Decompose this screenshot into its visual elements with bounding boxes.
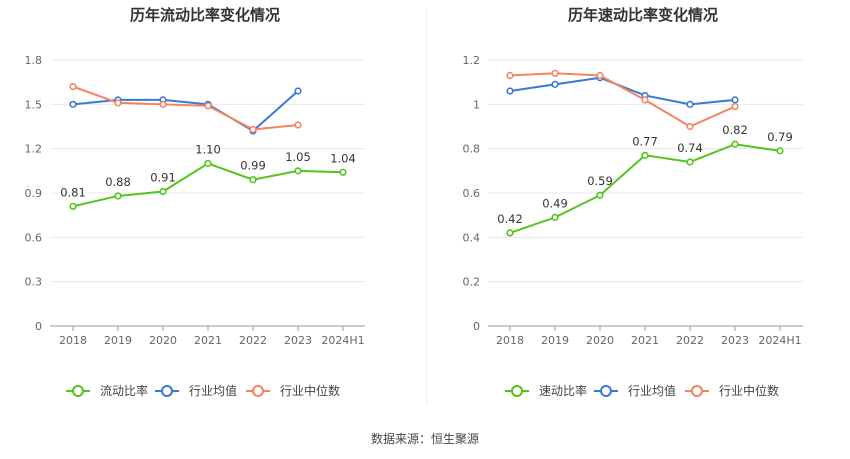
data-label: 0.91 xyxy=(150,171,176,185)
legend-swatch-marker xyxy=(511,385,523,397)
x-tick-label: 2018 xyxy=(59,334,87,347)
x-tick-label: 2022 xyxy=(676,334,704,347)
data-point xyxy=(506,229,514,237)
data-point xyxy=(641,151,649,159)
data-label: 1.10 xyxy=(195,142,221,156)
x-tick-label: 2021 xyxy=(631,334,659,347)
data-point xyxy=(596,191,604,199)
x-tick-label: 2024H1 xyxy=(321,334,364,347)
x-tick-label: 2018 xyxy=(496,334,524,347)
y-tick-label: 1.8 xyxy=(25,54,43,67)
x-tick-label: 2019 xyxy=(104,334,132,347)
y-tick-label: 0 xyxy=(473,320,480,333)
y-tick-label: 1.5 xyxy=(25,98,43,111)
data-label: 0.74 xyxy=(677,141,703,155)
data-point xyxy=(294,87,302,95)
quick-ratio-chart: 历年速动比率变化情况 0 0.2 0.4 0.6 0.8 1 1.2 2018 2019 2020… xyxy=(463,6,803,398)
legend-swatch-marker xyxy=(691,385,703,397)
y-tick-label: 0.6 xyxy=(463,187,481,200)
data-point xyxy=(641,96,649,104)
legend-swatch-marker xyxy=(600,385,612,397)
x-tick-label: 2023 xyxy=(721,334,749,347)
y-tick-label: 1.2 xyxy=(25,143,43,156)
x-tick-label: 2021 xyxy=(194,334,222,347)
data-label: 0.82 xyxy=(722,123,748,137)
series-line xyxy=(72,90,299,133)
legend-label: 行业均值 xyxy=(628,383,676,398)
legend-swatch-marker xyxy=(252,385,264,397)
chart-title: 历年流动比率变化情况 xyxy=(130,6,280,24)
y-tick-label: 0.8 xyxy=(463,143,481,156)
y-tick-label: 0.3 xyxy=(25,276,43,289)
y-tick-label: 0.4 xyxy=(463,231,481,244)
legend-label: 行业中位数 xyxy=(719,383,779,398)
data-point xyxy=(339,168,347,176)
legend-label: 行业中位数 xyxy=(280,383,340,398)
series-line xyxy=(509,76,736,106)
data-point xyxy=(294,121,302,129)
series-line xyxy=(509,72,736,128)
data-point xyxy=(159,100,167,108)
data-point xyxy=(551,69,559,77)
y-tick-label: 0.2 xyxy=(463,276,481,289)
data-point xyxy=(731,140,739,148)
y-tick-label: 1.2 xyxy=(463,54,481,67)
y-tick-label: 0 xyxy=(35,320,42,333)
x-tick-label: 2023 xyxy=(284,334,312,347)
data-point xyxy=(686,100,694,108)
data-label: 1.05 xyxy=(285,150,311,164)
chart-title: 历年速动比率变化情况 xyxy=(568,6,718,24)
data-point xyxy=(731,96,739,104)
data-label: 1.04 xyxy=(330,151,356,165)
data-point xyxy=(69,100,77,108)
data-point xyxy=(249,125,257,134)
legend-swatch-marker xyxy=(72,385,84,397)
y-tick-label: 0.9 xyxy=(25,187,43,200)
data-point xyxy=(114,192,122,200)
data-point xyxy=(506,87,514,95)
data-point xyxy=(204,102,212,110)
data-point xyxy=(776,147,784,155)
legend-label: 速动比率 xyxy=(539,383,587,398)
legend-label: 流动比率 xyxy=(100,383,148,398)
data-point xyxy=(551,213,559,221)
data-point xyxy=(114,99,122,107)
data-point xyxy=(686,158,694,166)
series-line xyxy=(72,85,299,131)
data-label: 0.81 xyxy=(60,185,86,199)
legend-label: 行业均值 xyxy=(189,383,237,398)
x-tick-label: 2022 xyxy=(239,334,267,347)
data-point xyxy=(69,202,77,210)
data-point xyxy=(506,71,514,80)
data-label: 0.59 xyxy=(587,174,613,188)
data-point xyxy=(596,71,604,80)
data-point xyxy=(731,102,739,111)
data-point xyxy=(204,159,212,168)
x-tick-label: 2024H1 xyxy=(758,334,801,347)
data-label: 0.77 xyxy=(632,134,658,148)
data-source-footer: 数据来源：恒生聚源 xyxy=(371,431,479,446)
data-label: 0.49 xyxy=(542,196,568,210)
legend-swatch-marker xyxy=(161,385,173,397)
data-point xyxy=(551,80,559,88)
data-point xyxy=(249,176,257,184)
data-label: 0.88 xyxy=(105,175,131,189)
y-tick-label: 1 xyxy=(473,98,480,111)
data-label: 0.42 xyxy=(497,212,523,226)
data-point xyxy=(294,167,302,175)
data-point xyxy=(686,122,694,131)
x-tick-label: 2020 xyxy=(586,334,614,347)
data-point xyxy=(159,187,167,196)
x-tick-label: 2019 xyxy=(541,334,569,347)
x-tick-label: 2020 xyxy=(149,334,177,347)
data-point xyxy=(69,82,77,91)
data-label: 0.99 xyxy=(240,159,266,173)
y-tick-label: 0.6 xyxy=(25,231,43,244)
current-ratio-chart: 历年流动比率变化情况 0 0.3 0.6 0.9 1.2 1.5 1.8 2018 2019 20… xyxy=(25,6,365,398)
data-label: 0.79 xyxy=(767,130,793,144)
